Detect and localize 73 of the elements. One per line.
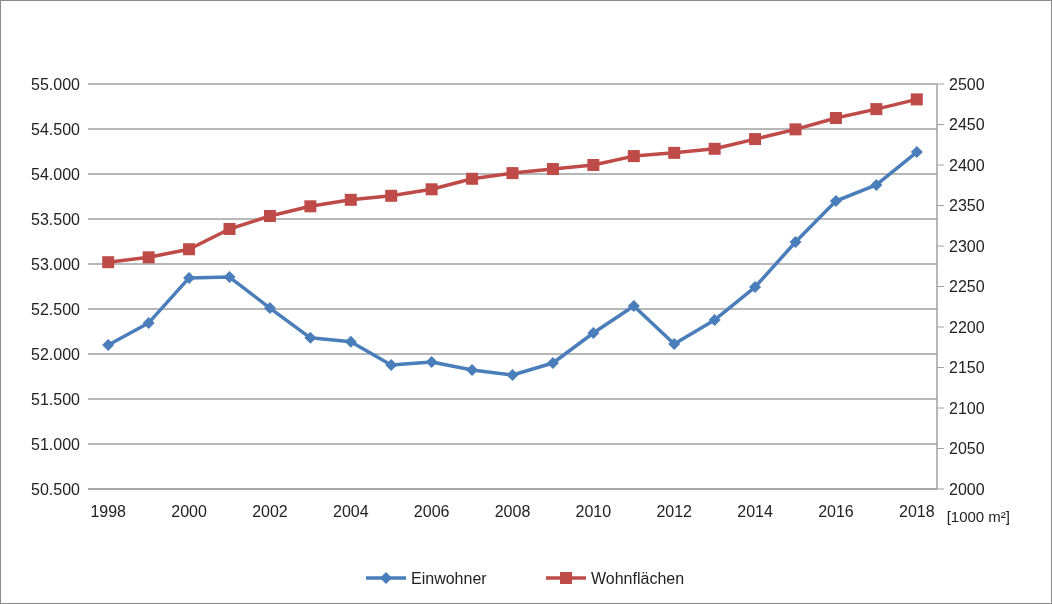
point (425, 183, 438, 196)
y2-tick-label: 2450 (949, 116, 985, 134)
x-tick-label: 2000 (171, 503, 207, 520)
point (142, 316, 155, 329)
point (627, 150, 640, 163)
x-tick-label: 2002 (252, 503, 288, 520)
x-tick-label: 2012 (656, 503, 693, 520)
y2-tick-label: 2200 (949, 318, 985, 336)
point (546, 163, 559, 176)
x-tick-label: 2008 (494, 503, 531, 520)
y-tick-label: 54.000 (31, 165, 81, 183)
point (506, 368, 519, 381)
point (749, 281, 762, 294)
y2-tick-label: 2100 (949, 399, 985, 417)
point (385, 189, 398, 202)
y-tick-label: 52.000 (31, 345, 81, 363)
y2-tick-label: 2500 (949, 75, 985, 93)
y2-tick-label: 2400 (949, 156, 985, 174)
point (304, 331, 317, 344)
point (263, 302, 276, 315)
y-tick-label: 50.500 (31, 480, 81, 498)
y2-tick-label: 2000 (949, 480, 985, 498)
x-tick-label: 2018 (898, 503, 935, 520)
point (749, 133, 762, 146)
point (263, 210, 276, 223)
y-tick-label: 53.000 (31, 255, 81, 273)
y-tick-label: 51.000 (31, 435, 81, 453)
point (627, 300, 640, 313)
y-tick-label: 54.500 (31, 120, 81, 138)
point (344, 193, 357, 206)
x-tick-label: 2016 (818, 503, 854, 520)
point (668, 338, 681, 351)
y2-tick-label: 2050 (949, 440, 985, 458)
point (102, 339, 115, 351)
point (668, 146, 681, 159)
point (102, 256, 115, 269)
legend-label: Wohnflächen (591, 569, 685, 587)
point (587, 327, 600, 340)
point (789, 123, 802, 136)
x-tick-label: 2004 (332, 503, 369, 520)
point (829, 112, 842, 125)
point (466, 172, 479, 185)
point (910, 146, 923, 159)
legend-label: Einwohner (411, 569, 488, 587)
y-tick-label: 52.500 (31, 300, 81, 318)
point (304, 200, 317, 213)
point (506, 167, 519, 180)
y-tick-label: 55.000 (31, 75, 81, 93)
y2-tick-label: 2150 (949, 359, 985, 377)
y2-tick-label: 2300 (949, 237, 985, 255)
point (708, 142, 721, 155)
point (910, 93, 923, 106)
x-tick-label: 1998 (90, 503, 127, 520)
point (425, 356, 438, 369)
point (708, 313, 721, 326)
y-tick-label: 51.500 (31, 390, 81, 408)
y2-tick-label: 2250 (949, 278, 985, 296)
point (546, 357, 559, 369)
point (829, 195, 842, 207)
point (223, 222, 236, 235)
point (183, 243, 196, 256)
point (870, 103, 883, 116)
point (587, 159, 600, 171)
y-tick-label: 53.500 (31, 210, 81, 228)
point (870, 178, 883, 191)
point (142, 251, 155, 264)
point (223, 271, 236, 284)
y2-tick-label: 2350 (949, 197, 985, 215)
point (789, 236, 802, 249)
y2-axis-title: [1000 m²] (946, 508, 1010, 525)
x-tick-label: 2010 (575, 503, 612, 520)
x-tick-label: 2006 (413, 503, 450, 520)
x-tick-label: 2014 (737, 503, 773, 520)
